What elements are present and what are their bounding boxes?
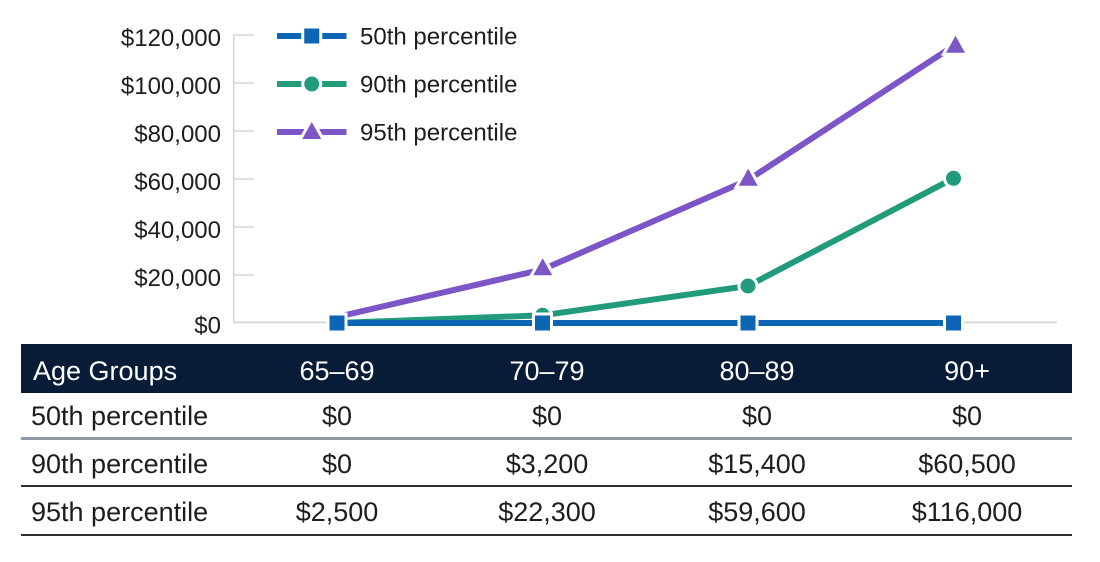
- svg-text:50th percentile: 50th percentile: [360, 24, 517, 51]
- svg-text:$60,000: $60,000: [134, 169, 221, 196]
- svg-text:$100,000: $100,000: [121, 73, 221, 100]
- svg-text:$40,000: $40,000: [134, 217, 221, 244]
- svg-text:$80,000: $80,000: [134, 121, 221, 148]
- svg-text:95th percentile: 95th percentile: [360, 120, 517, 147]
- svg-text:$20,000: $20,000: [134, 265, 221, 292]
- svg-text:$0: $0: [194, 312, 221, 339]
- svg-text:90th percentile: 90th percentile: [360, 72, 517, 99]
- svg-text:$120,000: $120,000: [121, 25, 221, 52]
